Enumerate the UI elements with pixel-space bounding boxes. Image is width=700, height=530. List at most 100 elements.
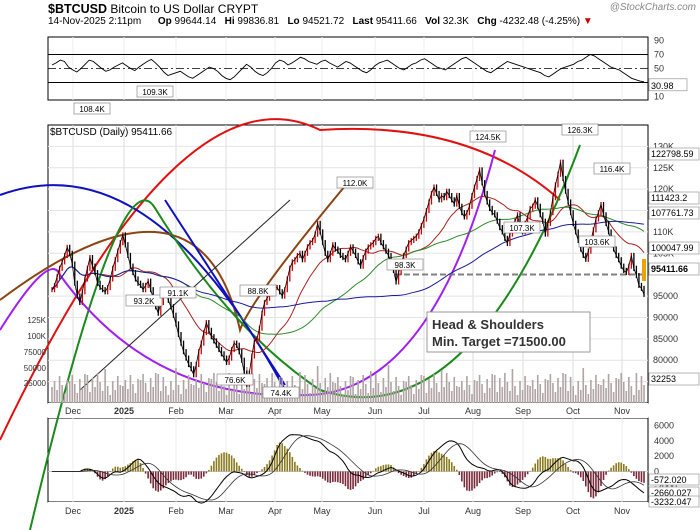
y-tick-label: 110K [653,227,673,237]
macd-histogram-bar [610,467,612,472]
macd-histogram-bar [430,452,433,472]
macd-histogram-bar [617,462,620,472]
macd-histogram-bar [562,460,564,472]
volume-bar [99,382,101,403]
annotation-box [73,102,111,115]
annotation-box [336,176,374,189]
annotation-box [216,373,254,386]
volume-bar [638,390,640,403]
volume-bar [213,373,215,403]
x-tick-label: Jun [368,406,383,416]
volume-bar [542,393,544,403]
volume-bar [567,391,569,403]
annotation-box [469,130,507,143]
left-scale-label: 50000 [24,364,47,373]
volume-bar [114,390,117,403]
volume-bar [124,380,127,403]
vol-label: Vol [425,16,440,27]
volume-bar [600,385,602,403]
macd-histogram-bar [187,471,190,475]
macd-histogram-bar [549,458,552,472]
volume-bar [448,382,450,403]
macd-histogram-bar [286,448,289,472]
volume-bar [377,383,380,403]
volume-bar [139,380,142,403]
x-tick-label: 2025 [114,406,134,416]
x-tick-label-bottom: Oct [566,506,581,516]
security-name: Bitcoin to US Dollar [110,2,215,16]
volume-bar [119,385,122,403]
volume-bar [473,380,476,403]
volume-bar [633,395,635,403]
macd-histogram-bar [185,471,187,478]
price-tags: 122798.59 111423.2 107761.73 100047.99 95411… [642,78,700,508]
macd-histogram-bar [352,471,354,490]
macd-histogram-bar [433,451,435,472]
macd-histogram-bar [481,471,483,481]
volume-bar [402,381,405,403]
y-tick-label: 120K [653,184,674,194]
symbol: $BTCUSD [48,2,108,16]
watermark: @StockCharts.com [609,2,696,13]
volume-bar [461,381,463,403]
x-tick-label-bottom: Sep [515,506,531,516]
macd-histogram-bar [486,471,488,479]
volume-bar [574,395,577,403]
macd-histogram-bar [372,470,375,472]
macd-histogram-bar [458,471,461,475]
macd-histogram-bar [190,471,192,475]
volume-bar [111,381,114,403]
macd-histogram-bar [385,464,387,472]
macd-histogram-bar [453,465,456,472]
x-tick-label: Mar [218,406,234,416]
macd-histogram-bar [129,463,132,472]
volume-bar [498,378,501,403]
price-tag-box [648,206,700,220]
macd-histogram-bar [134,459,137,472]
macd-histogram-bar [539,457,542,472]
macd-histogram-bar [215,457,218,472]
volume-bar [407,376,410,403]
macd-histogram-bar [228,453,230,472]
volume-bar [84,374,86,403]
macd-histogram-bar [116,466,119,472]
macd-histogram-bar [99,471,101,480]
macd-histogram-bar [172,471,175,480]
macd-histogram-bar [119,467,122,472]
annotation-label: 109.3K [142,88,168,97]
macd-histogram-bar [440,453,443,472]
macd-histogram-bar [468,471,471,492]
volume-bar [86,375,89,403]
volume-bar [524,376,526,403]
macd-histogram-bar [109,471,111,472]
macd-histogram-bar [159,471,162,491]
price-tag: 111423.2 [651,193,687,203]
macd-histogram-bar [382,465,385,472]
price-tag: 100047.99 [651,243,694,253]
vol-value: 32.3K [442,16,469,27]
macd-histogram-bar [615,463,617,472]
price-tag-box [648,147,700,161]
chart-header: $BTCUSD Bitcoin to US Dollar CRYPT 14-No… [0,0,700,30]
volume-bar [316,366,319,403]
volume-bar [471,394,473,403]
macd-histogram-bar [104,471,106,480]
annotation-box [503,221,541,234]
macd-histogram-bar [344,471,347,487]
volume-bar [261,383,263,403]
macd-histogram-bar [625,466,628,472]
volume-bar [534,389,537,403]
volume-bar [612,392,615,403]
rsi-tick: 50 [654,64,664,74]
volume-bar [392,391,395,403]
volume-bar [428,379,430,403]
macd-histogram-bar [261,469,263,472]
macd-histogram-bar [600,471,602,487]
macd-histogram-bar [192,471,195,477]
macd-histogram-bar [354,471,357,487]
macd-histogram-bar [519,471,521,483]
low-value: 94521.72 [302,16,345,27]
volume-bar [478,375,481,403]
volume-bar [344,381,347,403]
